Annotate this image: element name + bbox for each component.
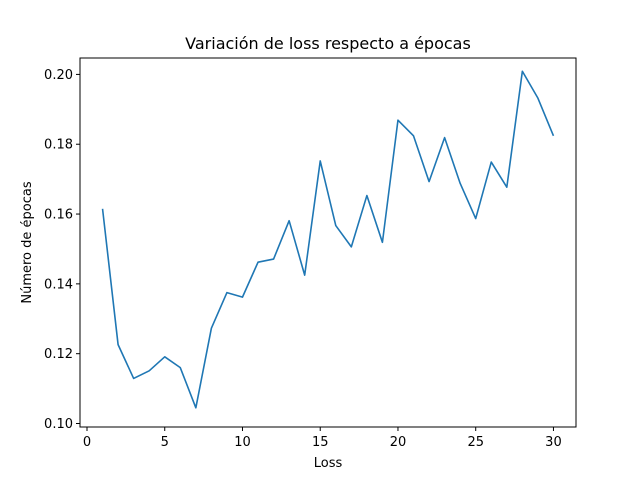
x-tick-label: 25	[467, 435, 484, 450]
ticks-layer: 0 5 10 15 20 25 30 0.10 0.12 0.14 0.16 0.18 0.20	[44, 68, 562, 450]
x-tick-label: 15	[312, 435, 329, 450]
x-tick-label: 10	[234, 435, 251, 450]
y-tick-label: 0.20	[44, 68, 73, 83]
x-tick-label: 20	[390, 435, 407, 450]
series-line	[101, 70, 555, 409]
x-tick-label: 5	[161, 435, 169, 450]
y-tick-label: 0.18	[44, 138, 73, 153]
plot-frame	[79, 57, 577, 428]
chart-title: Variación de loss respecto a épocas	[185, 34, 471, 53]
x-tick-label: 30	[545, 435, 562, 450]
y-tick-label: 0.12	[44, 347, 73, 362]
x-axis-label: Loss	[314, 456, 343, 471]
y-axis-label: Número de épocas	[20, 181, 35, 303]
y-tick-label: 0.10	[44, 417, 73, 432]
x-tick-label: 0	[83, 435, 91, 450]
y-tick-label: 0.14	[44, 277, 73, 292]
y-tick-label: 0.16	[44, 208, 73, 223]
